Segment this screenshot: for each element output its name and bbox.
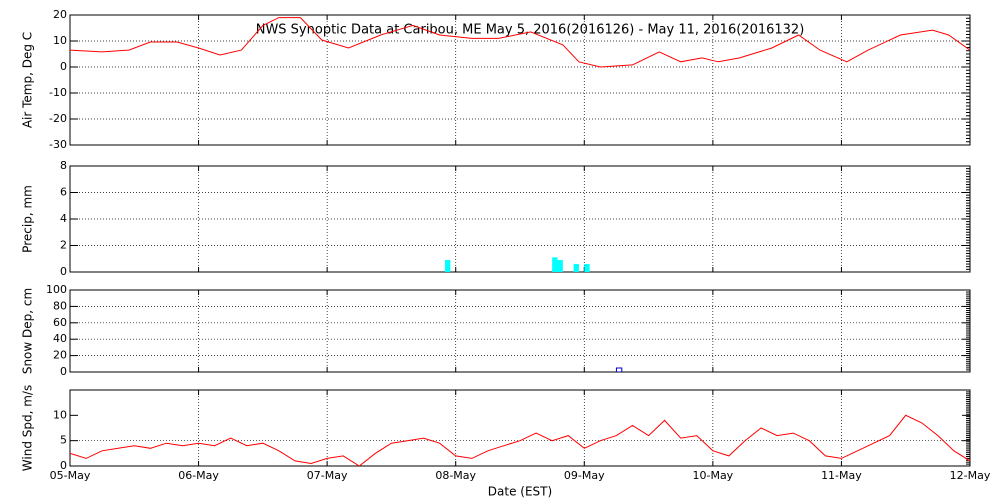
x-tick-label: 10-May xyxy=(692,469,733,482)
line xyxy=(70,17,970,68)
y-tick-label: -10 xyxy=(49,86,67,99)
y-tick-label: 100 xyxy=(46,283,67,296)
bar xyxy=(573,264,579,272)
y-tick-label: 6 xyxy=(60,186,67,199)
bar xyxy=(615,367,623,372)
x-tick-label: 06-May xyxy=(178,469,219,482)
series xyxy=(70,414,970,466)
plot-frame xyxy=(69,14,971,146)
y-tick-label: 40 xyxy=(53,332,67,345)
y-tick-label: 0 xyxy=(60,365,67,378)
y-tick-label: 0 xyxy=(60,60,67,73)
bar xyxy=(557,260,563,272)
y-tick-label: -20 xyxy=(49,112,67,125)
x-tick-label: 12-May xyxy=(950,469,991,482)
x-tick-label: 09-May xyxy=(564,469,605,482)
y-tick-label: 20 xyxy=(53,8,67,21)
x-tick-label: 08-May xyxy=(435,469,476,482)
y-tick-label: 20 xyxy=(53,349,67,362)
y-tick-label: 60 xyxy=(53,316,67,329)
y-tick-label: 80 xyxy=(53,299,67,312)
y-tick-label: 2 xyxy=(60,239,67,252)
y-axis-label: Precip, mm xyxy=(21,185,35,253)
plot-frame xyxy=(69,389,971,467)
bar xyxy=(584,264,590,272)
plot-frame xyxy=(69,289,971,373)
y-axis-label: Snow Dep, cm xyxy=(21,288,35,374)
series xyxy=(615,367,623,372)
y-tick-label: 10 xyxy=(53,408,67,421)
y-tick-label: 8 xyxy=(60,159,67,172)
y-tick-label: 0 xyxy=(60,459,67,472)
y-axis-label: Wind Spd, m/s xyxy=(21,385,35,471)
chart-title: NWS Synoptic Data at Caribou, ME May 5, … xyxy=(256,23,805,38)
bar xyxy=(445,260,451,272)
series xyxy=(445,257,590,272)
y-axis-label: Air Temp, Deg C xyxy=(21,32,35,128)
x-tick-label: 07-May xyxy=(307,469,348,482)
bar xyxy=(552,257,558,272)
series xyxy=(70,17,970,68)
line xyxy=(70,414,970,466)
x-tick-label: 11-May xyxy=(821,469,862,482)
x-axis-label: Date (EST) xyxy=(488,485,552,499)
y-tick-label: 5 xyxy=(60,434,67,447)
y-tick-label: 10 xyxy=(53,34,67,47)
y-tick-label: 0 xyxy=(60,265,67,278)
y-tick-label: 4 xyxy=(60,212,67,225)
x-tick-label: 05-May xyxy=(50,469,91,482)
y-tick-label: -30 xyxy=(49,138,67,151)
plot-frame xyxy=(69,165,971,273)
